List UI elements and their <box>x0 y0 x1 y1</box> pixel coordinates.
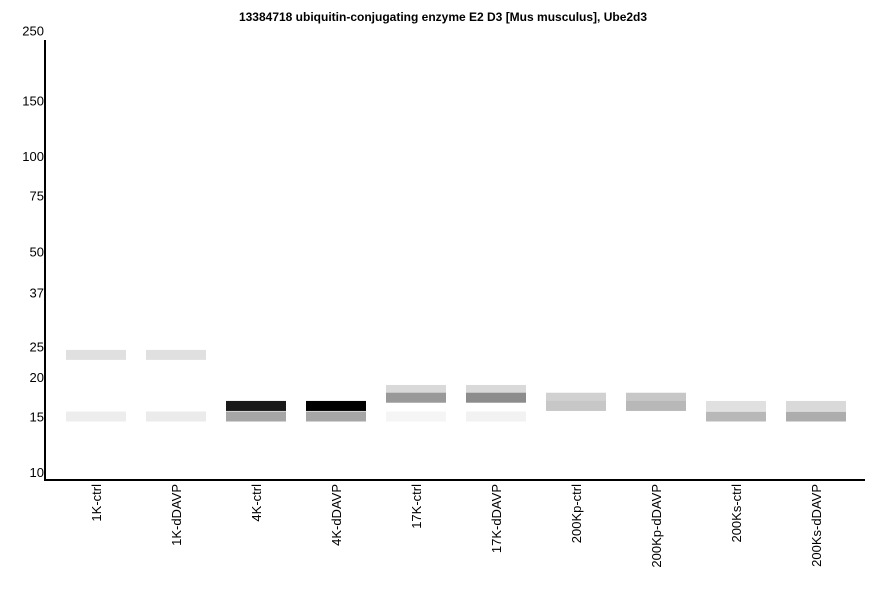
band <box>786 400 846 411</box>
band <box>786 411 846 422</box>
y-tick-label: 37 <box>30 286 44 301</box>
y-tick-label: 50 <box>30 244 44 259</box>
y-tick-label: 15 <box>30 410 44 425</box>
lane-label: 200Ks-dDAVP <box>809 484 824 567</box>
band <box>706 411 766 422</box>
lane-label: 1K-dDAVP <box>169 484 184 546</box>
lane-label: 200Kp-ctrl <box>569 484 584 543</box>
band <box>66 411 126 422</box>
band <box>466 392 526 403</box>
band <box>626 400 686 411</box>
band <box>466 384 526 395</box>
band <box>386 384 446 395</box>
band <box>226 411 286 422</box>
band <box>546 392 606 403</box>
lane-label: 1K-ctrl <box>89 484 104 522</box>
chart-title: 13384718 ubiquitin-conjugating enzyme E2… <box>238 10 648 24</box>
y-axis-ticks: 250 150 100 75 50 37 25 20 15 10 <box>22 23 44 480</box>
lane-label: 17K-ctrl <box>409 484 424 529</box>
band <box>706 400 766 411</box>
band <box>546 400 606 411</box>
y-tick-label: 150 <box>22 94 44 109</box>
lane-label: 4K-dDAVP <box>329 484 344 546</box>
lane-labels: 1K-ctrl 1K-dDAVP 4K-ctrl 4K-dDAVP 17K-ctrl 17… <box>89 484 824 568</box>
y-tick-label: 25 <box>30 339 44 354</box>
band <box>466 411 526 422</box>
y-tick-label: 10 <box>30 465 44 480</box>
lane-label: 4K-ctrl <box>249 484 264 522</box>
band <box>306 411 366 422</box>
lane-label: 17K-dDAVP <box>489 484 504 553</box>
band <box>386 392 446 403</box>
band <box>386 411 446 422</box>
y-tick-label: 100 <box>22 149 44 164</box>
band <box>226 400 286 411</box>
band <box>626 392 686 403</box>
y-tick-label: 20 <box>30 370 44 385</box>
band <box>146 349 206 360</box>
lane-label: 200Ks-ctrl <box>729 484 744 543</box>
lane-label: 200Kp-dDAVP <box>649 484 664 568</box>
band <box>306 400 366 411</box>
bands-layer <box>66 349 846 422</box>
band <box>66 349 126 360</box>
y-tick-label: 75 <box>30 189 44 204</box>
band <box>146 411 206 422</box>
y-tick-label: 250 <box>22 23 44 38</box>
